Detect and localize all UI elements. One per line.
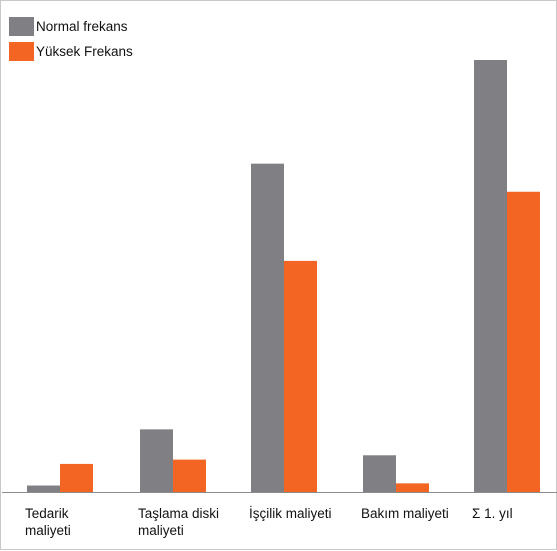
legend-swatch-0 <box>9 17 34 36</box>
bar-series-1-category-3 <box>396 483 429 492</box>
x-tick-label-3-line-0: Bakım maliyeti <box>361 506 449 521</box>
bar-series-0-category-3 <box>363 455 396 492</box>
bar-series-0-category-0 <box>27 485 60 492</box>
bar-series-0-category-4 <box>474 60 507 492</box>
x-tick-label-4-line-0: Σ 1. yıl <box>472 506 513 521</box>
x-tick-label-2-line-0: İşçilik maliyeti <box>249 506 332 521</box>
bar-series-1-category-2 <box>284 260 317 492</box>
legend-label-0: Normal frekans <box>36 19 128 34</box>
x-tick-label-0-line-0: Tedarik <box>25 506 69 521</box>
bar-series-1-category-0 <box>60 463 93 492</box>
legend-label-1: Yüksek Frekans <box>36 44 133 59</box>
bar-series-1-category-1 <box>173 459 206 492</box>
bar-series-0-category-1 <box>140 429 173 492</box>
x-tick-label-1-line-0: Taşlama diski <box>138 506 219 521</box>
x-tick-label-1-line-1: maliyeti <box>138 523 184 538</box>
x-tick-label-0-line-1: maliyeti <box>25 523 71 538</box>
bar-series-0-category-2 <box>251 163 284 492</box>
bar-series-1-category-4 <box>507 191 540 492</box>
legend-swatch-1 <box>9 42 34 61</box>
